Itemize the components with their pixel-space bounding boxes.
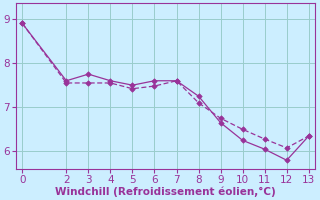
X-axis label: Windchill (Refroidissement éolien,°C): Windchill (Refroidissement éolien,°C) [55,186,276,197]
